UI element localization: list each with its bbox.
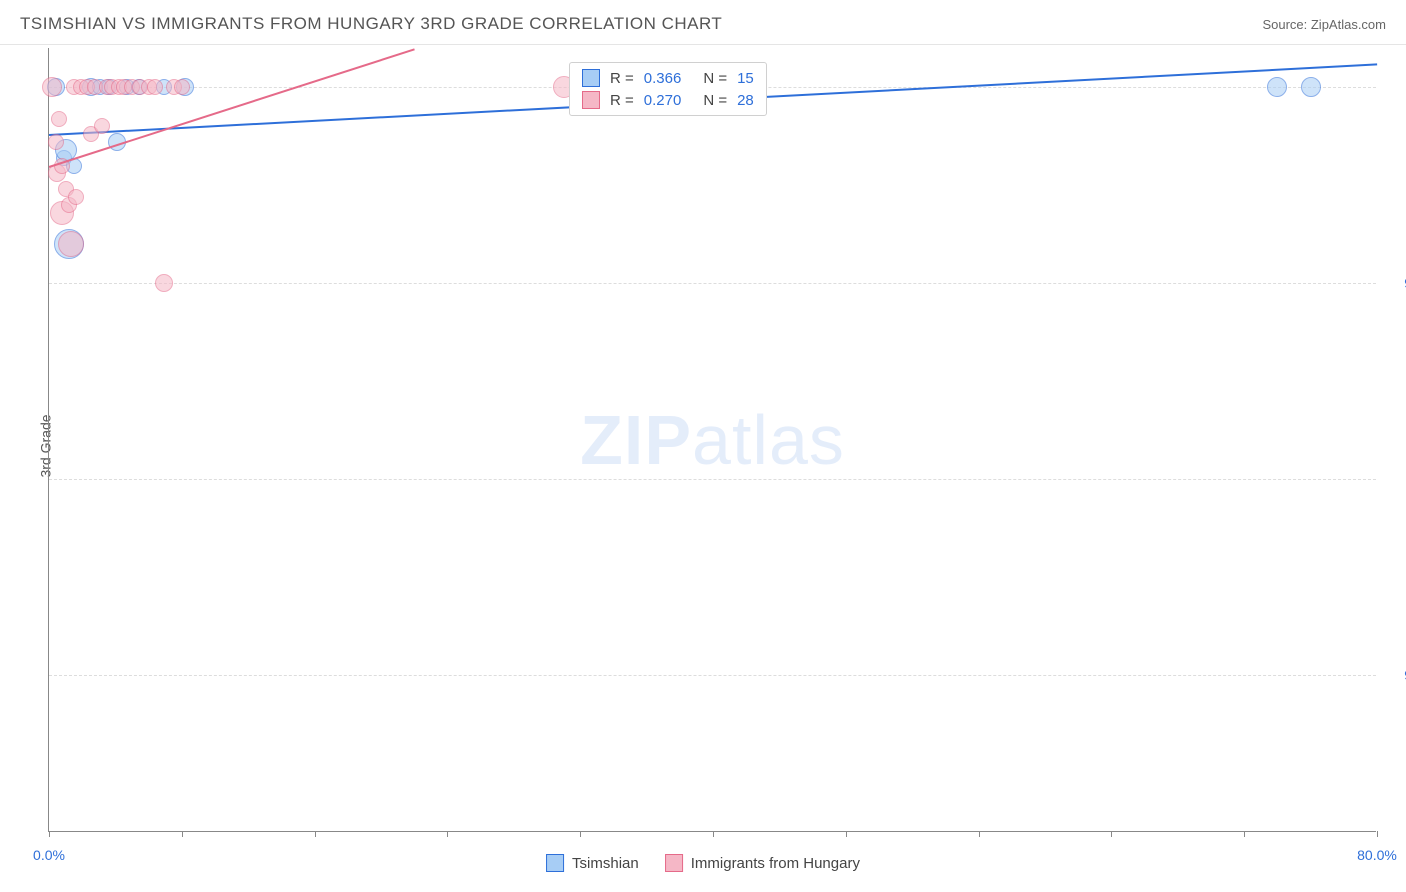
legend-bottom: Tsimshian Immigrants from Hungary bbox=[546, 854, 860, 872]
y-tick-label: 92.5% bbox=[1384, 667, 1406, 683]
scatter-point bbox=[155, 274, 173, 292]
chart-source: Source: ZipAtlas.com bbox=[1262, 17, 1386, 32]
x-tick bbox=[1111, 831, 1112, 837]
x-tick bbox=[49, 831, 50, 837]
stat-r-value: 0.366 bbox=[644, 70, 682, 87]
scatter-point bbox=[94, 118, 110, 134]
scatter-point bbox=[174, 79, 190, 95]
scatter-point bbox=[1267, 77, 1287, 97]
plot-area-wrap: ZIPatlas 92.5%97.5%0.0%80.0%R = 0.366N =… bbox=[48, 48, 1376, 832]
x-tick bbox=[1377, 831, 1378, 837]
legend-swatch bbox=[582, 91, 600, 109]
correlation-stats-box: R = 0.366 N = 15 R = 0.270 N = 28 bbox=[569, 62, 767, 116]
chart-title: TSIMSHIAN VS IMMIGRANTS FROM HUNGARY 3RD… bbox=[20, 14, 722, 34]
stat-r-label: R = bbox=[610, 70, 634, 87]
legend-swatch bbox=[546, 854, 564, 872]
trend-line bbox=[49, 48, 415, 168]
scatter-point bbox=[48, 134, 64, 150]
x-tick-label: 0.0% bbox=[33, 847, 65, 863]
source-prefix: Source: bbox=[1262, 17, 1310, 32]
gridline-horizontal bbox=[49, 675, 1376, 676]
gridline-horizontal bbox=[49, 479, 1376, 480]
watermark-light: atlas bbox=[692, 401, 845, 479]
stat-r-label: R = bbox=[610, 92, 634, 109]
stat-row: R = 0.270 N = 28 bbox=[570, 89, 766, 111]
legend-item: Tsimshian bbox=[546, 854, 639, 872]
legend-label: Immigrants from Hungary bbox=[691, 855, 860, 872]
x-tick bbox=[846, 831, 847, 837]
scatter-point bbox=[1301, 77, 1321, 97]
legend-item: Immigrants from Hungary bbox=[665, 854, 860, 872]
y-tick-label: 97.5% bbox=[1384, 275, 1406, 291]
stat-n-value: 15 bbox=[737, 70, 754, 87]
stat-r-value: 0.270 bbox=[644, 92, 682, 109]
gridline-horizontal bbox=[49, 283, 1376, 284]
legend-label: Tsimshian bbox=[572, 855, 639, 872]
stat-n-label: N = bbox=[703, 92, 727, 109]
x-tick bbox=[447, 831, 448, 837]
stat-n-value: 28 bbox=[737, 92, 754, 109]
watermark: ZIPatlas bbox=[580, 400, 845, 480]
scatter-point bbox=[42, 77, 62, 97]
legend-swatch bbox=[665, 854, 683, 872]
x-tick bbox=[979, 831, 980, 837]
legend-swatch bbox=[582, 69, 600, 87]
watermark-bold: ZIP bbox=[580, 401, 692, 479]
x-tick bbox=[315, 831, 316, 837]
chart-header: TSIMSHIAN VS IMMIGRANTS FROM HUNGARY 3RD… bbox=[0, 0, 1406, 45]
x-tick bbox=[713, 831, 714, 837]
x-tick-label: 80.0% bbox=[1357, 847, 1397, 863]
scatter-point bbox=[68, 189, 84, 205]
scatter-point bbox=[147, 79, 163, 95]
stat-n-label: N = bbox=[703, 70, 727, 87]
x-tick bbox=[580, 831, 581, 837]
scatter-point bbox=[58, 231, 84, 257]
stat-row: R = 0.366 N = 15 bbox=[570, 67, 766, 89]
source-link[interactable]: ZipAtlas.com bbox=[1311, 17, 1386, 32]
x-tick bbox=[182, 831, 183, 837]
scatter-point bbox=[51, 111, 67, 127]
plot-area: ZIPatlas 92.5%97.5%0.0%80.0%R = 0.366N =… bbox=[48, 48, 1376, 832]
x-tick bbox=[1244, 831, 1245, 837]
